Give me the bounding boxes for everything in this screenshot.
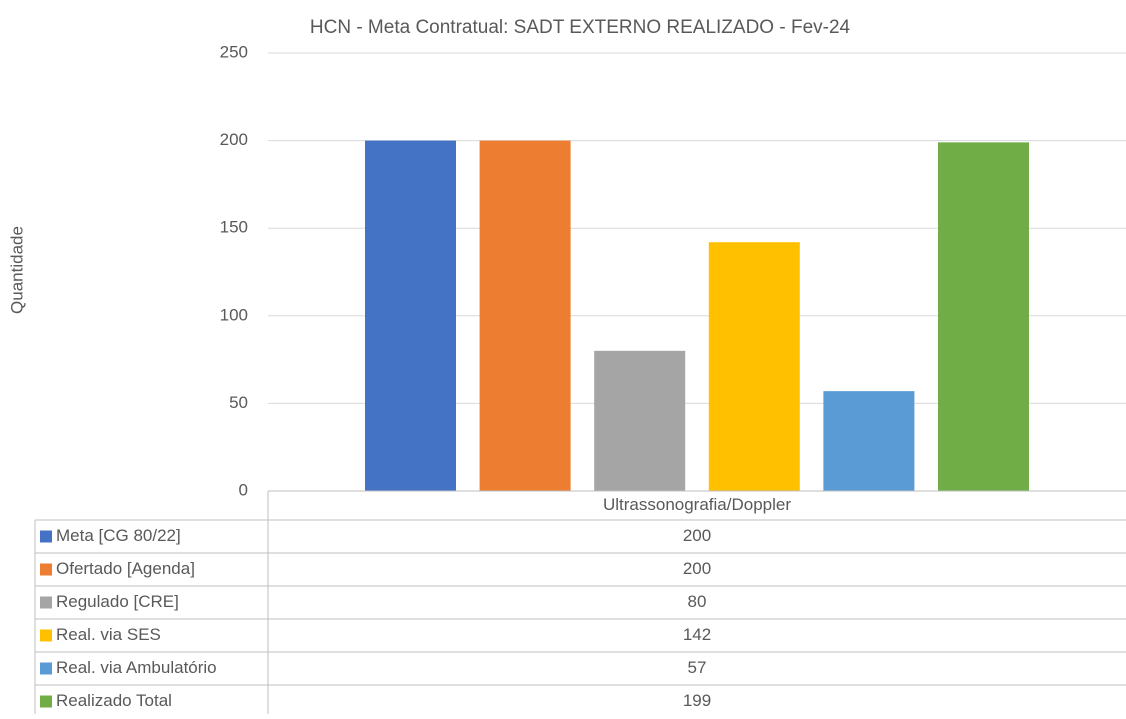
legend-label: Realizado Total xyxy=(56,691,172,710)
table-value: 200 xyxy=(683,559,711,578)
y-tick-label: 50 xyxy=(229,393,248,412)
legend-key xyxy=(40,563,52,576)
bar xyxy=(938,142,1029,492)
table-value: 142 xyxy=(683,625,711,644)
legend-key xyxy=(40,695,52,708)
table-value: 80 xyxy=(688,592,707,611)
y-tick-label: 250 xyxy=(220,42,248,61)
bar xyxy=(479,140,571,491)
legend-label: Real. via Ambulatório xyxy=(56,658,217,677)
legend-key xyxy=(40,530,52,543)
legend-label: Meta [CG 80/22] xyxy=(56,526,181,545)
y-tick-label: 150 xyxy=(220,218,248,237)
legend-key xyxy=(40,662,52,675)
legend-key xyxy=(40,629,52,642)
legend-label: Regulado [CRE] xyxy=(56,592,179,611)
bar xyxy=(365,140,456,491)
chart-title: HCN - Meta Contratual: SADT EXTERNO REAL… xyxy=(310,17,851,38)
y-tick-label: 100 xyxy=(220,305,248,324)
x-tick-label: Ultrassonografia/Doppler xyxy=(603,495,791,514)
table-value: 199 xyxy=(683,691,711,710)
table-value: 57 xyxy=(688,658,707,677)
y-tick-label: 0 xyxy=(239,480,248,499)
legend-key xyxy=(40,596,52,609)
legend-label: Ofertado [Agenda] xyxy=(56,559,195,578)
table-value: 200 xyxy=(683,526,711,545)
bar xyxy=(708,242,800,491)
bar xyxy=(594,350,686,491)
y-tick-label: 200 xyxy=(220,130,248,149)
bar xyxy=(823,391,915,491)
y-axis-label: Quantidade xyxy=(7,226,26,314)
legend-label: Real. via SES xyxy=(56,625,161,644)
